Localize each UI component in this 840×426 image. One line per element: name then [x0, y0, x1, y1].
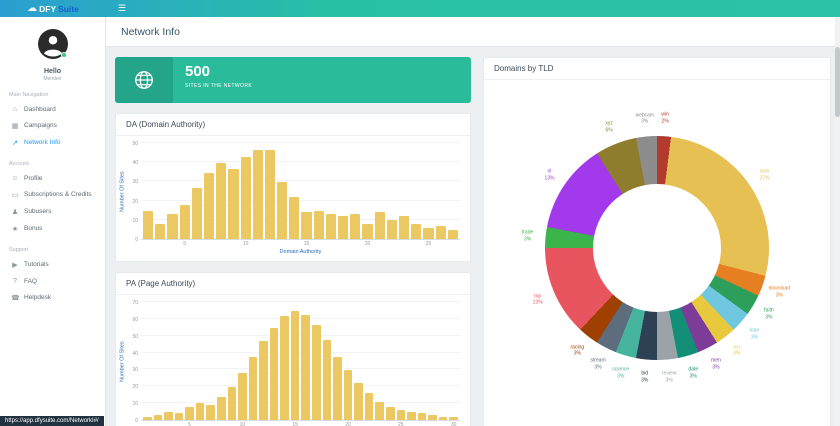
sidebar-item-subusers[interactable]: ♟ Subusers — [0, 203, 105, 220]
donut-label-win: win 2% — [661, 111, 669, 125]
sidebar-item-label: Bonus — [24, 225, 43, 232]
cloud-logo-icon: ☁ — [27, 2, 38, 14]
donut-label-com: com 27% — [759, 168, 770, 181]
globe-icon — [115, 57, 173, 103]
sidebar: Hello Member Main Navigation ⌂ Dashboard… — [0, 17, 106, 426]
sites-count-label: SITES IN THE NETWORK — [185, 82, 253, 89]
play-icon: ▶ — [12, 261, 18, 269]
donut-label-racing: racing 3% — [570, 343, 585, 357]
sidebar-item-label: Subusers — [24, 208, 52, 215]
donut-label-stream: stream 3% — [590, 357, 606, 370]
sidebar-item-label: Network Info — [24, 139, 61, 146]
online-status-dot — [60, 52, 67, 58]
tld-donut-chart: win 2% com 27% download 3% faith 3% loan 3% icu 3% m… — [484, 80, 830, 426]
scrollbar-track[interactable] — [835, 17, 840, 426]
donut-label-icu: icu 3% — [733, 343, 741, 357]
dashboard-icon: ⌂ — [12, 105, 18, 113]
donut-label-date: date 3% — [688, 366, 699, 379]
subusers-icon: ♟ — [11, 208, 19, 216]
donut-label-trade: trade 3% — [521, 229, 534, 242]
page-header: Network Info — [106, 17, 840, 47]
scrollbar-thumb[interactable] — [835, 47, 840, 117]
status-url: https://app.dfysuite.com/NetworkI#/ — [0, 416, 104, 426]
nav-section-account: Account — [9, 161, 29, 167]
sidebar-item-campaigns[interactable]: ▦ Campaigns — [0, 117, 105, 134]
sidebar-item-label: Tutorials — [24, 261, 49, 268]
sidebar-item-bonus[interactable]: ★ Bonus — [0, 220, 105, 237]
sidebar-item-helpdesk[interactable]: ☎ Helpdesk — [0, 289, 105, 306]
donut-label-faith: faith 3% — [764, 307, 774, 321]
sidebar-item-label: Helpdesk — [24, 294, 52, 301]
pa-card: PA (Page Authority) Number Of Sites 0 10 20… — [115, 272, 471, 426]
user-profile-summary: Hello Member — [0, 17, 105, 82]
sidebar-item-label: Dashboard — [24, 105, 56, 113]
credit-card-icon: ▭ — [11, 191, 19, 199]
nav-section-main: Main Navigation — [9, 92, 49, 98]
avatar[interactable] — [37, 29, 68, 59]
network-info-icon: ↗ — [12, 139, 18, 147]
donut-label-xyz: xyz 6% — [605, 120, 613, 134]
right-column: Domains by TLD win 2% com 27% download 3% fait… — [483, 57, 831, 426]
donut-label-bid: bid 3% — [641, 370, 649, 384]
tld-card: Domains by TLD win 2% com 27% download 3% fait… — [483, 57, 831, 426]
tld-card-title: Domains by TLD — [484, 58, 830, 80]
da-card: DA (Domain Authority) Number Of Sites 0 10… — [115, 113, 471, 262]
menu-toggle-icon[interactable]: ☰ — [118, 3, 127, 13]
bonus-star-icon: ★ — [11, 225, 19, 233]
top-navbar: ☁ DFY Suite ☰ — [0, 0, 840, 17]
brand-suite: Suite — [58, 3, 79, 14]
sidebar-item-label: FAQ — [24, 277, 38, 285]
stat-text: 500 SITES IN THE NETWORK — [173, 57, 264, 103]
user-greeting: Hello — [43, 68, 62, 75]
sidebar-item-label: Profile — [24, 174, 43, 182]
pa-card-title: PA (Page Authority) — [116, 273, 470, 295]
main-content: Network Info 500 SITES IN THE NETWORK DA — [106, 17, 840, 426]
sidebar-item-network-info[interactable]: ↗ Network Info — [0, 134, 105, 151]
da-card-title: DA (Domain Authority) — [116, 114, 470, 136]
sites-stat-card: 500 SITES IN THE NETWORK — [115, 57, 471, 103]
sidebar-item-faq[interactable]: ? FAQ — [0, 273, 105, 289]
pa-bar-chart: Number Of Sites 0 10 20 30 40 50 60 70 5 10 15 20 25 3… — [116, 295, 470, 426]
donut-label-webcam: webcam 3% — [635, 111, 655, 125]
sidebar-item-label: Campaigns — [24, 122, 57, 129]
person-icon — [37, 29, 68, 59]
app-logo[interactable]: ☁ DFY Suite — [0, 2, 106, 14]
campaigns-icon: ▦ — [11, 122, 19, 130]
donut-label-science: science 3% — [612, 366, 630, 379]
user-role: Member — [43, 76, 62, 82]
sidebar-item-dashboard[interactable]: ⌂ Dashboard — [0, 101, 105, 117]
sidebar-item-label: Subscriptions & Credits — [24, 191, 92, 198]
content-area: 500 SITES IN THE NETWORK DA (Domain Auth… — [106, 47, 840, 426]
brand-dfy: DFY — [39, 3, 57, 14]
donut-label-men: men 3% — [711, 357, 721, 370]
sidebar-item-profile[interactable]: ☺ Profile — [0, 170, 105, 186]
donut-label-top: top 13% — [532, 292, 543, 306]
page-title: Network Info — [121, 25, 180, 38]
donut-label-download: download 3% — [768, 285, 791, 299]
helpdesk-phone-icon: ☎ — [11, 294, 20, 302]
sidebar-item-subscriptions-credits[interactable]: ▭ Subscriptions & Credits — [0, 186, 105, 203]
sidebar-item-tutorials[interactable]: ▶ Tutorials — [0, 256, 105, 273]
donut-label-nl: nl 13% — [544, 168, 555, 181]
donut-label-review: review 3% — [661, 370, 677, 384]
donut-label-loan: loan 3% — [749, 327, 760, 340]
nav-section-support: Support — [9, 247, 29, 253]
sites-count: 500 — [185, 63, 211, 80]
left-column: 500 SITES IN THE NETWORK DA (Domain Auth… — [115, 57, 471, 426]
question-icon: ? — [13, 277, 17, 285]
profile-icon: ☺ — [11, 174, 19, 182]
da-bar-chart: Number Of Sites 0 10 20 30 40 50 5 10 15 20 25 Domai… — [116, 136, 470, 261]
